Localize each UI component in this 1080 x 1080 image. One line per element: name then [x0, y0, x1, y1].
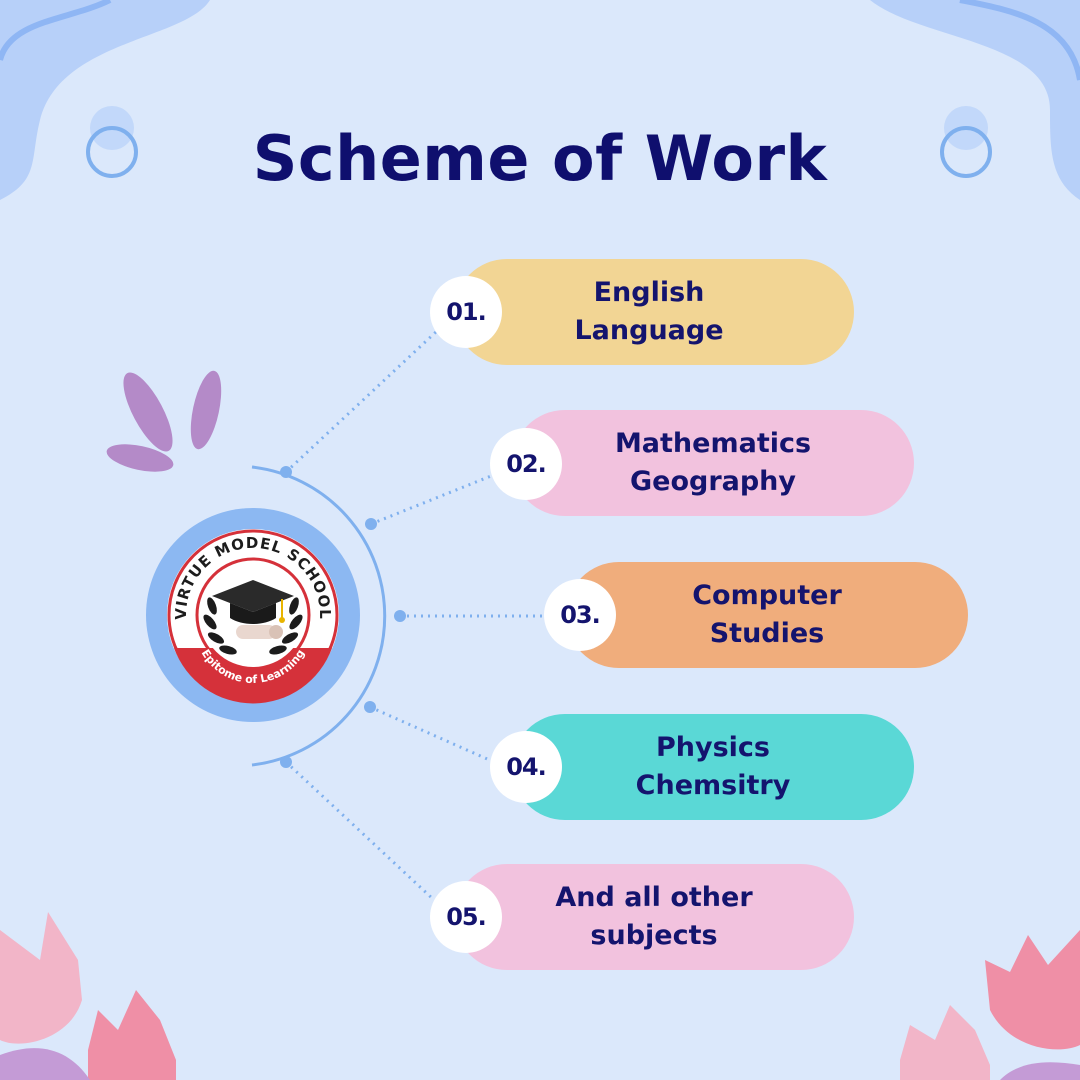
item-number-4: 04.: [490, 731, 562, 803]
bottom-right-flower-2: [900, 1005, 990, 1080]
top-right-blob: [870, 0, 1080, 200]
purple-leaves: [106, 370, 222, 472]
bottom-right-wave: [1000, 1062, 1080, 1080]
item-number-3: 03.: [544, 579, 616, 651]
item-number-1: 01.: [430, 276, 502, 348]
page-title: Scheme of Work: [252, 122, 828, 195]
top-right-blob-outline: [959, 0, 1080, 81]
connector-dots: [280, 466, 406, 768]
school-logo: VIRTUE MODEL SCHOOL Epitome of Learning: [146, 508, 360, 722]
item-label-5: And all other subjects: [555, 882, 753, 951]
item-label-2: Mathematics Geography: [614, 428, 812, 497]
item-label-3: Computer Studies: [692, 580, 842, 649]
connector-line-1: [284, 328, 440, 474]
bottom-left-flower-2: [88, 990, 176, 1080]
top-right-ring: [940, 126, 992, 178]
top-left-blob: [0, 0, 210, 200]
top-left-ring: [86, 126, 138, 178]
connector-line-4: [369, 705, 495, 764]
connector-dot-5: [280, 756, 292, 768]
connector-line-2: [370, 472, 497, 526]
item-pill-3: Computer Studies: [566, 562, 968, 668]
item-pill-2: Mathematics Geography: [512, 410, 914, 516]
connector-dot-2: [365, 518, 377, 530]
item-number-2: 02.: [490, 428, 562, 500]
item-number-5: 05.: [430, 881, 502, 953]
item-pill-4: Physics Chemsitry: [512, 714, 914, 820]
connector-dot-3: [394, 610, 406, 622]
connector-lines: [284, 328, 548, 902]
bottom-left-flower: [0, 912, 82, 1044]
connector-arc: [251, 465, 387, 767]
connector-dot-4: [364, 701, 376, 713]
connector-dot-1: [280, 466, 292, 478]
item-pill-1: English Language: [454, 259, 854, 365]
connector-line-5: [284, 760, 436, 902]
bottom-right-flower: [985, 930, 1080, 1050]
bottom-left-wave: [0, 1048, 90, 1080]
item-pill-5: And all other subjects: [454, 864, 854, 970]
item-label-4: Physics Chemsitry: [635, 732, 791, 801]
top-left-blob-outline: [0, 0, 112, 61]
item-label-1: English Language: [574, 277, 724, 346]
